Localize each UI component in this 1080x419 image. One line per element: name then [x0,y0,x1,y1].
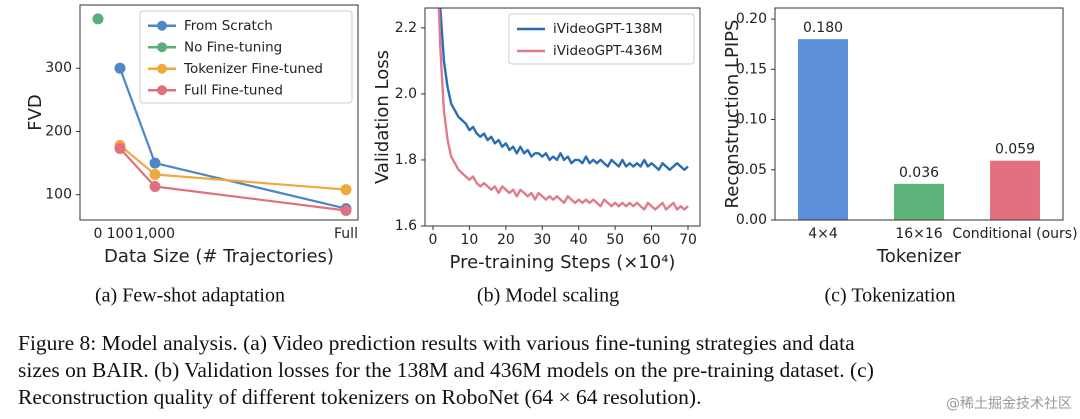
marker [149,180,161,192]
legend-box [139,10,353,104]
x-tick-label: Full [334,226,358,242]
y-tick-label: 0.15 [736,61,767,77]
value-label: 0.036 [899,165,939,181]
value-label: 0.059 [995,142,1035,158]
legend-marker [157,42,167,53]
chart: 1.6 1.8 2.0 2.2 0 10 20 30 40 50 60 70 iVideoGPT-138… [372,7,701,307]
bar [894,183,944,220]
caption-line: Reconstruction quality of different toke… [18,385,701,409]
x-tick-label: 1,000 [135,226,175,242]
legend-label: No Fine-tuning [184,39,282,55]
axes-frame [774,7,1064,221]
subcaption: (a) Few-shot adaptation [95,285,285,307]
marker [92,13,104,25]
legend-label: From Scratch [184,18,273,34]
series-line [439,8,689,171]
x-tick-label: 50 [606,232,624,248]
series-line [437,8,689,211]
legend-marker [157,85,167,96]
x-tick-label: 60 [643,232,661,248]
marker [149,157,161,169]
y-axis-label: FVD [25,94,46,131]
marker [340,184,352,196]
legend-marker [157,63,167,74]
y-axis-label: Reconstruction LPIPS [722,20,743,209]
x-tick-label: 40 [570,232,588,248]
y-tick-label: 100 [45,187,72,203]
axes-frame [79,4,359,221]
x-axis-label: Tokenizer [876,246,962,267]
legend-label: iVideoGPT-436M [553,43,662,59]
x-tick-label: 16×16 [895,226,942,242]
y-tick-label: 0.20 [736,11,767,27]
watermark: @稀土掘金技术社区 [946,396,1072,412]
y-tick-label: 2.0 [395,86,417,102]
y-tick-label: 0.05 [736,162,767,178]
y-axis-label: Validation Loss [372,50,393,184]
legend-label: Full Fine-tuned [184,82,283,98]
marker [114,143,126,155]
axes-frame [424,7,701,227]
marker [340,205,352,217]
caption-line: sizes on BAIR. (b) Validation losses for… [18,358,874,382]
subcaption: (c) Tokenization [825,285,956,307]
y-tick-label: 2.2 [395,20,417,36]
legend-label: Tokenizer Fine-tuned [183,61,323,77]
x-tick-label: 4×4 [808,226,838,242]
marker [114,62,126,74]
legend-box [508,13,695,65]
caption-line: Figure 8: Model analysis. (a) Video pred… [18,331,855,355]
y-tick-label: 0.10 [736,112,767,128]
y-tick-label: 1.6 [395,218,417,234]
x-tick-label: 10 [461,232,479,248]
legend-label: iVideoGPT-138M [553,21,662,37]
x-tick-label: Conditional (ours) [952,226,1077,242]
x-axis-label: Data Size (# Trajectories) [104,246,334,267]
chart: 0.00 0.05 0.10 0.15 0.20 4×4 16×16 Conditional … [722,7,1078,307]
marker [149,168,161,180]
y-tick-label: 0.00 [736,212,767,228]
x-tick-label: 0 [94,226,103,242]
bar [990,160,1040,220]
subcaption: (b) Model scaling [477,285,619,307]
legend-marker [157,20,167,31]
x-tick-label: 30 [533,232,551,248]
y-tick-label: 1.8 [395,152,417,168]
x-tick-label: 20 [497,232,515,248]
y-tick-label: 300 [45,60,72,76]
y-tick-label: 200 [45,123,72,139]
x-tick-label: 100 [107,226,134,242]
x-tick-label: 0 [429,232,438,248]
x-axis-label: Pre-training Steps (×10⁴) [450,252,676,273]
x-tick-label: 70 [679,232,697,248]
bar [798,39,848,221]
value-label: 0.180 [803,20,843,36]
